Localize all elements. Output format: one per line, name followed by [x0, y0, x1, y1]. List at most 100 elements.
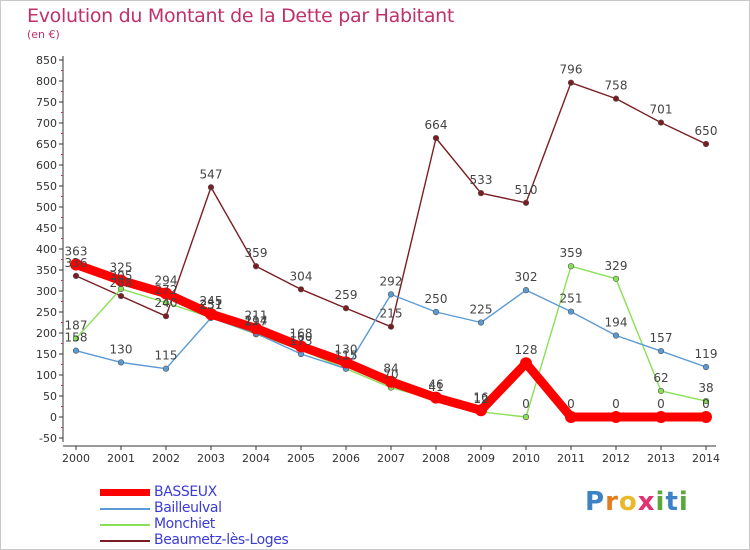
data-point-bailleulval	[117, 359, 125, 366]
x-tick-label: 2004	[242, 452, 270, 465]
data-label: 292	[380, 274, 403, 288]
y-tick-label: 750	[36, 96, 57, 109]
x-tick-label: 2012	[602, 452, 630, 465]
data-label: 115	[335, 349, 358, 363]
y-tick-label: 850	[36, 54, 57, 67]
data-label: 214	[245, 313, 268, 327]
legend-label-basseux: BASSEUX	[154, 484, 217, 500]
legend-item-basseux[interactable]: BASSEUX	[100, 484, 360, 501]
data-label: 245	[200, 294, 223, 308]
data-point-basseux	[700, 411, 712, 423]
data-label: 547	[200, 167, 223, 181]
data-label: 363	[65, 245, 88, 259]
data-label: 302	[515, 270, 538, 284]
data-point-bailleulval	[387, 291, 395, 298]
data-label: 173	[290, 334, 313, 348]
data-label: 294	[155, 274, 178, 288]
data-point-bailleulval	[162, 365, 170, 372]
data-label: 510	[515, 183, 538, 197]
y-tick-label: -50	[39, 432, 57, 445]
data-label: 359	[560, 246, 583, 260]
y-tick-label: 300	[36, 285, 57, 298]
data-label: 115	[155, 349, 178, 363]
data-label: 0	[567, 397, 575, 411]
y-tick-label: 350	[36, 264, 57, 277]
data-point-monchiet	[612, 275, 620, 282]
proxiti-logo[interactable]: Proxiti	[585, 487, 689, 517]
data-label: 237	[200, 297, 223, 311]
data-label: 130	[335, 342, 358, 356]
legend-label-bailleulval: Bailleulval	[154, 500, 222, 516]
data-point-basseux	[70, 258, 82, 271]
data-label: 359	[245, 246, 268, 260]
legend-item-monchiet[interactable]: Monchiet	[100, 516, 360, 533]
data-point-monchiet	[567, 263, 575, 270]
data-point-bailleulval	[657, 347, 665, 355]
data-label: 158	[65, 331, 88, 345]
y-tick-label: 50	[43, 390, 57, 403]
data-label: 533	[470, 173, 493, 187]
data-label: 0	[702, 397, 710, 411]
data-label: 251	[560, 292, 583, 306]
y-tick-label: 150	[36, 348, 57, 361]
data-label: 157	[650, 331, 673, 345]
data-point-beaumetz-l-s-loges	[342, 305, 350, 312]
x-tick-label: 2008	[422, 452, 450, 465]
data-label: 197	[245, 314, 268, 328]
x-tick-label: 2011	[557, 452, 585, 465]
x-tick-label: 2007	[377, 452, 405, 465]
data-point-bailleulval	[522, 287, 530, 294]
data-label: 225	[470, 303, 493, 317]
legend-item-bailleulval[interactable]: Bailleulval	[100, 500, 360, 517]
y-tick-label: 500	[36, 201, 57, 214]
data-label: 329	[605, 259, 628, 273]
data-point-beaumetz-l-s-loges	[432, 135, 440, 142]
data-point-basseux	[205, 308, 217, 321]
data-point-basseux	[295, 340, 307, 353]
y-tick-label: 650	[36, 138, 57, 151]
data-label: 0	[612, 397, 620, 411]
data-point-beaumetz-l-s-loges	[117, 292, 125, 300]
data-point-basseux	[655, 411, 667, 423]
data-point-beaumetz-l-s-loges	[297, 286, 305, 293]
data-label: 62	[653, 371, 668, 385]
data-point-bailleulval	[477, 319, 485, 326]
chart-subtitle: (en €)	[27, 28, 60, 41]
data-label: 211	[245, 308, 268, 322]
data-label: 758	[605, 79, 628, 93]
data-point-basseux	[520, 357, 532, 370]
data-point-beaumetz-l-s-loges	[162, 313, 170, 320]
data-label: 46	[428, 378, 443, 392]
data-point-beaumetz-l-s-loges	[477, 190, 485, 197]
data-label: 187	[65, 318, 88, 332]
data-point-beaumetz-l-s-loges	[702, 140, 710, 148]
data-point-bailleulval	[567, 308, 575, 315]
data-label: 664	[425, 118, 448, 132]
data-point-bailleulval	[612, 332, 620, 339]
y-tick-label: 600	[36, 159, 57, 172]
data-label: 0	[522, 397, 530, 411]
x-tick-label: 2002	[152, 452, 180, 465]
data-label: 215	[380, 307, 403, 321]
data-point-monchiet	[522, 413, 530, 421]
data-point-monchiet	[657, 387, 665, 395]
data-label: 194	[605, 316, 628, 330]
legend-item-beaumetz[interactable]: Beaumetz-lès-Loges	[100, 532, 360, 549]
data-label: 251	[200, 298, 223, 312]
data-label: 701	[650, 103, 673, 117]
data-label: 38	[698, 381, 713, 395]
y-tick-label: 550	[36, 180, 57, 193]
y-tick-label: 800	[36, 75, 57, 88]
y-tick-label: 100	[36, 369, 57, 382]
data-point-beaumetz-l-s-loges	[612, 95, 620, 102]
x-tick-label: 2010	[512, 452, 540, 465]
data-label: 115	[335, 349, 358, 363]
data-point-bailleulval	[72, 347, 80, 354]
y-tick-label: 450	[36, 222, 57, 235]
data-label: 128	[515, 343, 538, 357]
data-point-bailleulval	[432, 308, 440, 316]
data-point-beaumetz-l-s-loges	[72, 272, 80, 279]
y-tick-label: 700	[36, 117, 57, 130]
data-point-beaumetz-l-s-loges	[657, 119, 665, 126]
